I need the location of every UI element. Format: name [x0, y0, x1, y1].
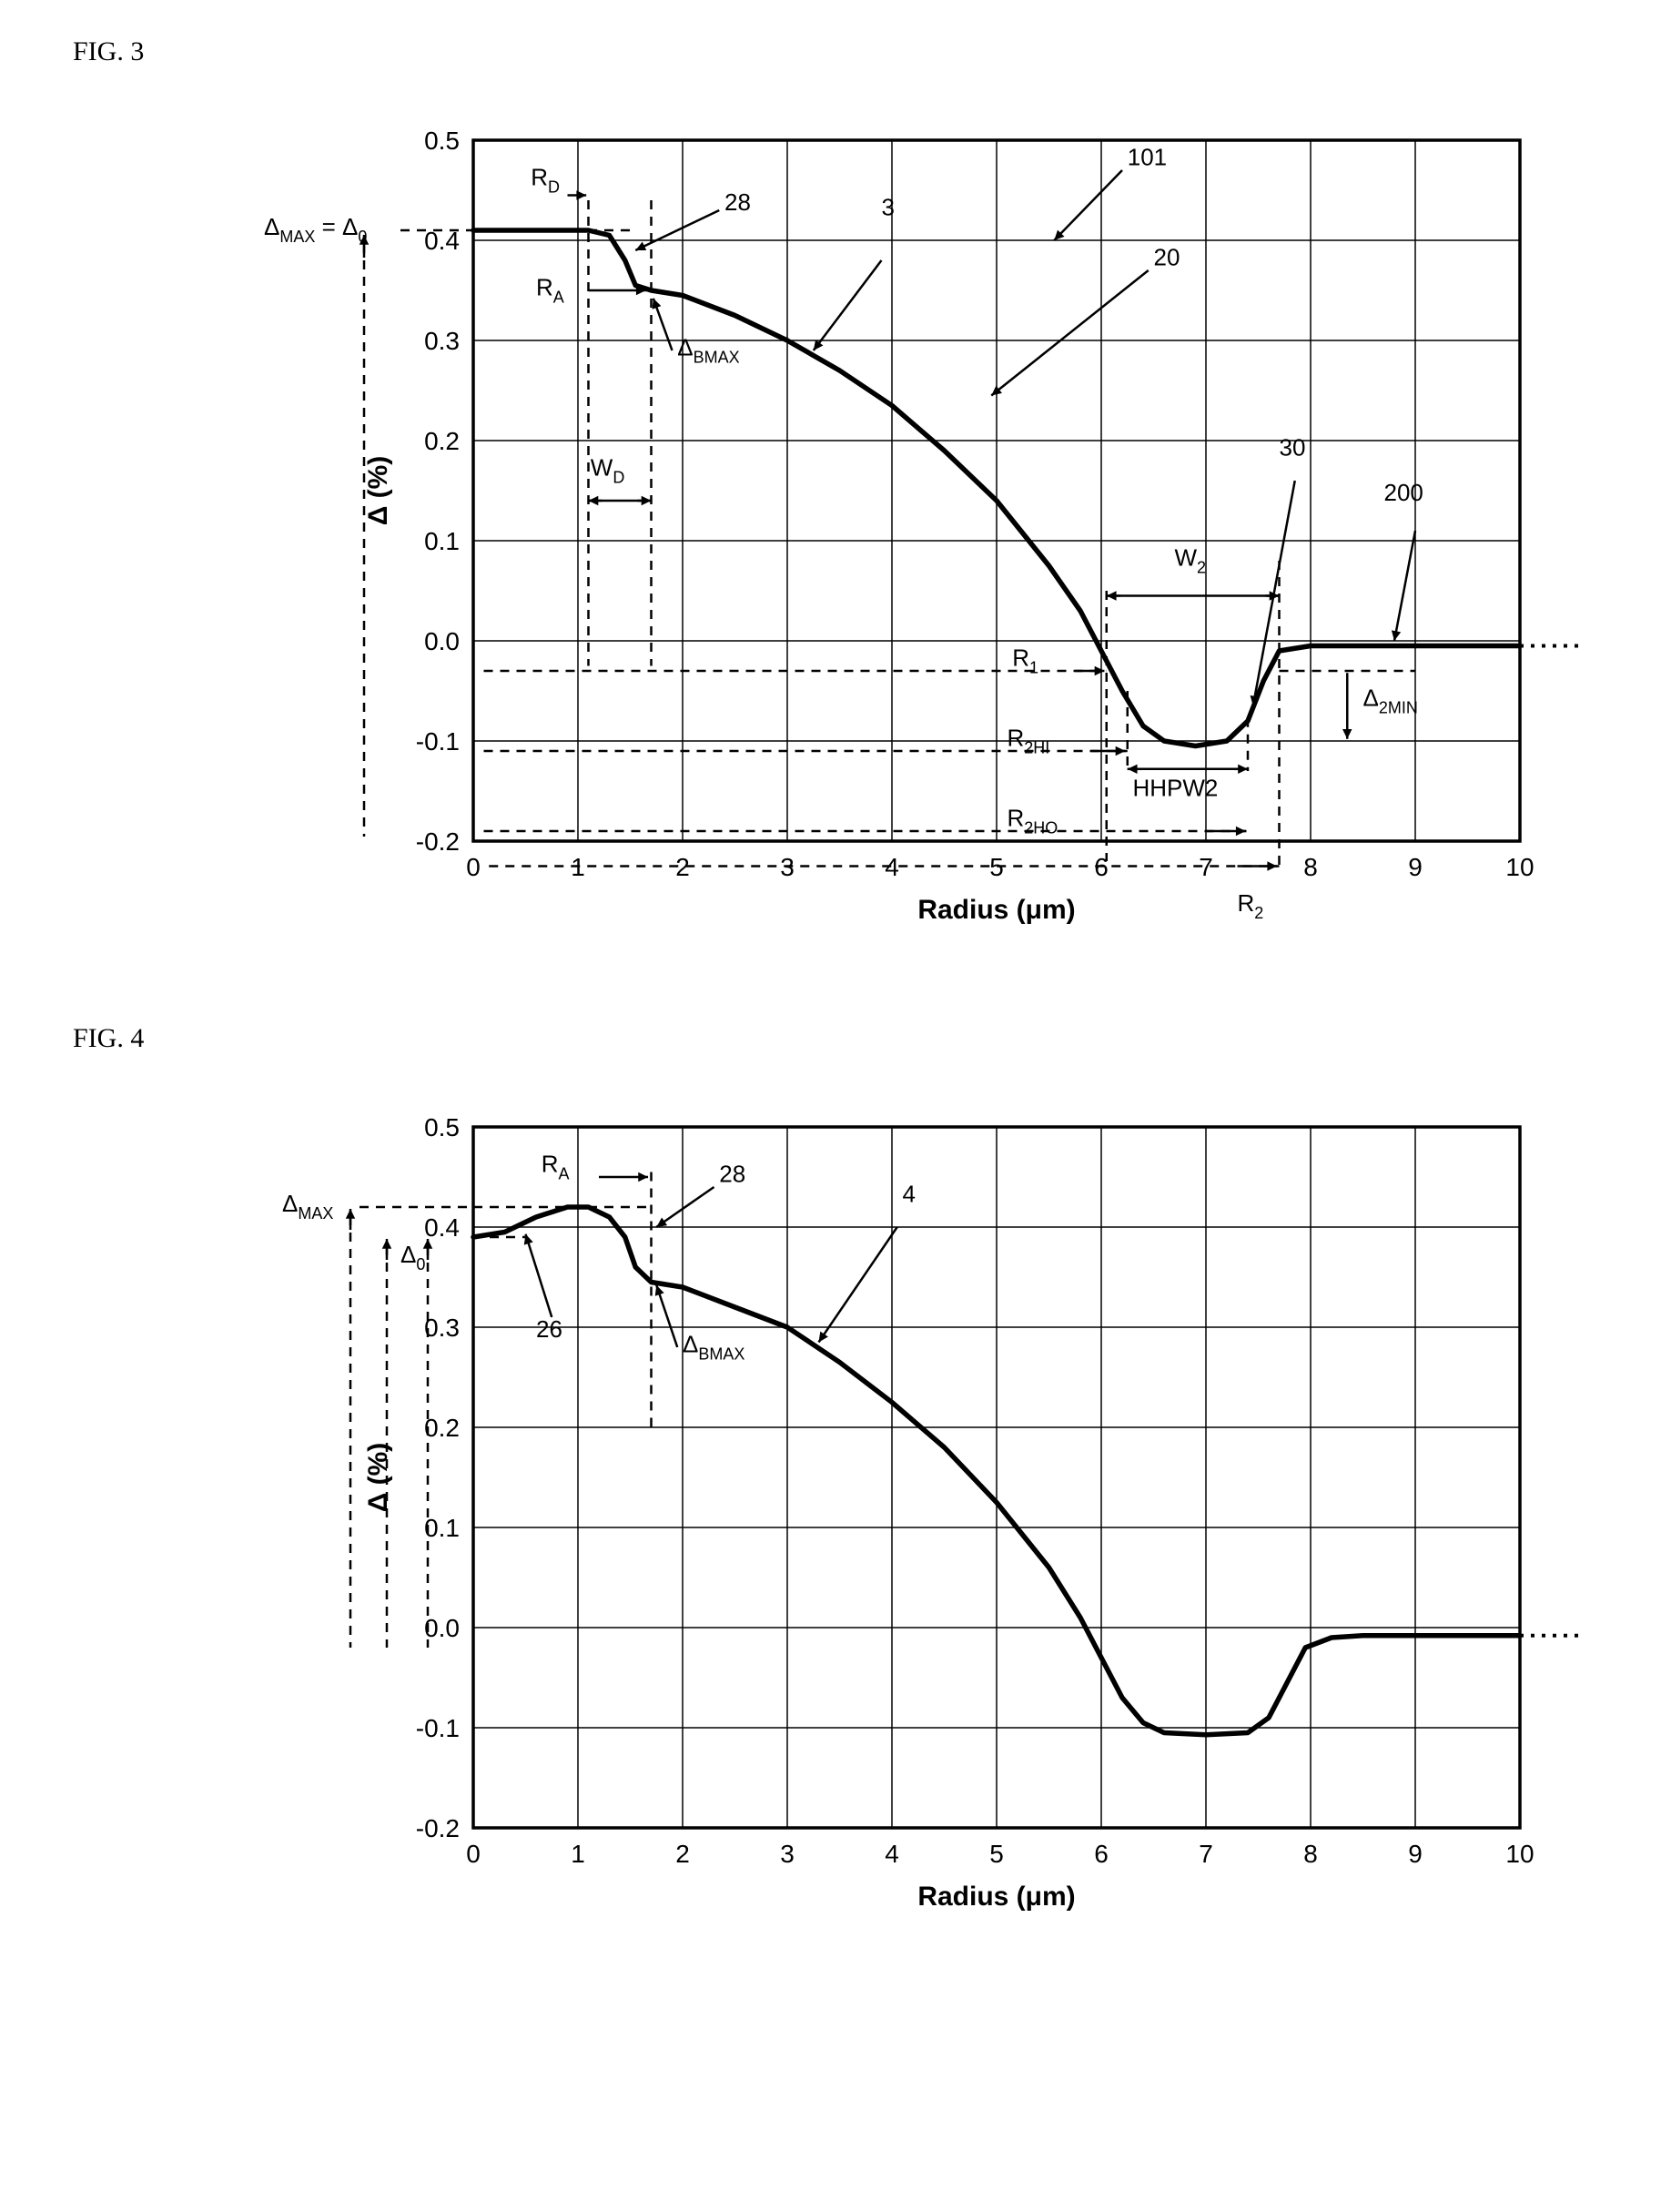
svg-text:20: 20 [1154, 244, 1180, 271]
svg-text:Radius (μm): Radius (μm) [917, 895, 1075, 925]
svg-text:3: 3 [882, 194, 895, 221]
svg-text:9: 9 [1408, 1840, 1423, 1868]
svg-text:4: 4 [885, 1840, 899, 1868]
svg-text:10: 10 [1505, 853, 1534, 881]
svg-text:0: 0 [466, 1840, 481, 1868]
svg-text:8: 8 [1303, 853, 1318, 881]
svg-text:0: 0 [466, 853, 481, 881]
figure-3-chart: 012345678910-0.2-0.10.00.10.20.30.40.5Ra… [237, 86, 1606, 969]
svg-text:7: 7 [1199, 1840, 1213, 1868]
svg-text:0.5: 0.5 [424, 127, 460, 155]
svg-text:Δ (%): Δ (%) [363, 1443, 393, 1513]
figure-3-label: FIG. 3 [73, 36, 1606, 67]
svg-text:4: 4 [903, 1181, 916, 1208]
svg-text:Δ2MIN: Δ2MIN [1363, 685, 1418, 717]
svg-text:W2: W2 [1175, 544, 1207, 577]
svg-text:0.0: 0.0 [424, 1614, 460, 1642]
svg-text:RA: RA [542, 1151, 570, 1183]
svg-text:0.2: 0.2 [424, 427, 460, 455]
svg-text:0.1: 0.1 [424, 1514, 460, 1542]
svg-text:RD: RD [531, 164, 560, 197]
svg-text:ΔBMAX: ΔBMAX [677, 334, 739, 367]
svg-text:1: 1 [571, 1840, 585, 1868]
svg-text:28: 28 [719, 1161, 745, 1188]
svg-text:0.0: 0.0 [424, 627, 460, 655]
svg-text:-0.1: -0.1 [416, 727, 460, 756]
svg-text:10: 10 [1505, 1840, 1534, 1868]
svg-text:200: 200 [1384, 479, 1423, 506]
svg-text:2: 2 [675, 1840, 690, 1868]
svg-text:0.3: 0.3 [424, 327, 460, 355]
svg-text:0.5: 0.5 [424, 1113, 460, 1142]
figure-4-chart: 0 1 2 3 4 5 6 7 8 9 10 -0.2 -0.1 0.0 0.1 0.2 0.3 0.4 0.5 Ra… [237, 1072, 1606, 1955]
svg-text:RA: RA [536, 274, 564, 307]
svg-text:Radius (μm): Radius (μm) [917, 1882, 1075, 1912]
svg-text:Δ0: Δ0 [400, 1241, 425, 1273]
svg-text:R2: R2 [1238, 889, 1264, 922]
figure-4-block: FIG. 4 012345678910-0.2-0.10.00.10.20.30… [55, 1023, 1606, 1955]
svg-text:6: 6 [1094, 1840, 1109, 1868]
svg-text:0.3: 0.3 [424, 1314, 460, 1342]
svg-text:Δ (%): Δ (%) [363, 456, 393, 526]
svg-text:-0.1: -0.1 [416, 1714, 460, 1742]
svg-text:0.1: 0.1 [424, 527, 460, 555]
figure-4-label: FIG. 4 [73, 1023, 1606, 1054]
svg-text:3: 3 [780, 1840, 795, 1868]
svg-text:HHPW2: HHPW2 [1133, 775, 1219, 802]
svg-text:0.2: 0.2 [424, 1414, 460, 1442]
svg-text:-0.2: -0.2 [416, 1814, 460, 1842]
figure-3-block: FIG. 3 012345678910-0.2-0.10.00.10.20.30… [55, 36, 1606, 969]
svg-text:8: 8 [1303, 1840, 1318, 1868]
svg-text:5: 5 [989, 1840, 1004, 1868]
svg-text:30: 30 [1280, 434, 1306, 462]
svg-text:WD: WD [591, 454, 625, 487]
svg-text:101: 101 [1128, 144, 1167, 171]
svg-text:28: 28 [724, 188, 751, 216]
svg-text:-0.2: -0.2 [416, 827, 460, 856]
svg-text:9: 9 [1408, 853, 1423, 881]
svg-text:ΔBMAX: ΔBMAX [683, 1331, 744, 1364]
svg-text:ΔMAX: ΔMAX [282, 1190, 333, 1223]
svg-text:0.4: 0.4 [424, 1213, 460, 1242]
svg-text:ΔMAX = Δ0: ΔMAX = Δ0 [264, 213, 367, 246]
svg-text:26: 26 [536, 1315, 562, 1343]
